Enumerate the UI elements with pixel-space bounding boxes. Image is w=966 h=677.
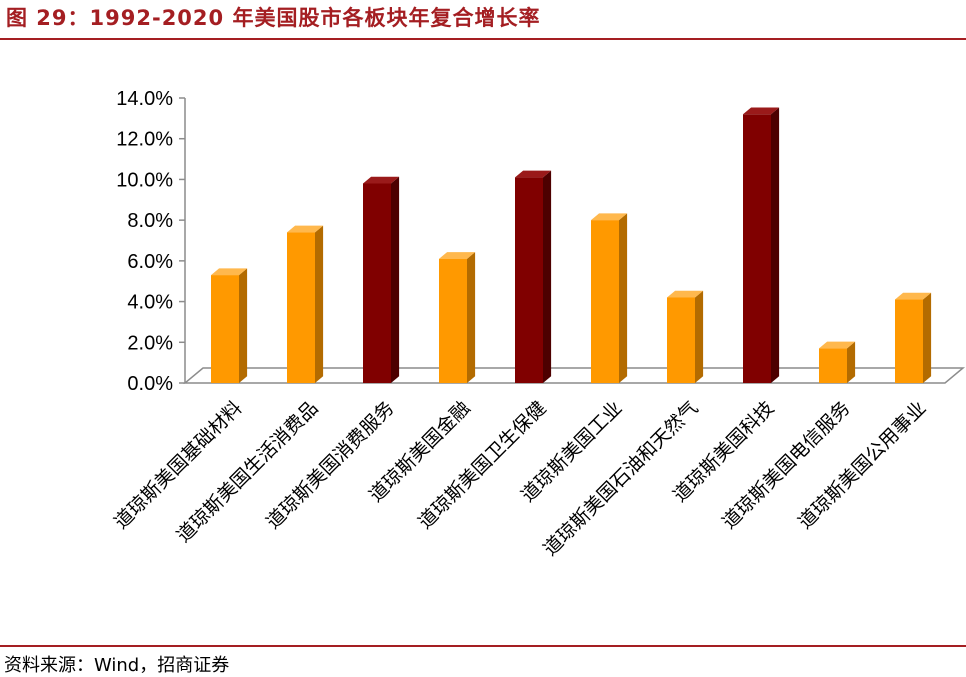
- bar: [667, 290, 704, 383]
- y-tick-label: 12.0%: [116, 129, 173, 151]
- bar-front: [363, 183, 391, 383]
- bar-front: [515, 177, 543, 383]
- bar-front: [667, 297, 695, 383]
- y-tick-label: 2.0%: [127, 332, 173, 354]
- y-tick-label: 4.0%: [127, 292, 173, 314]
- bar-front: [591, 220, 619, 383]
- bar-side: [923, 292, 932, 383]
- bar: [211, 268, 248, 383]
- bar-top: [819, 341, 856, 349]
- bar: [895, 292, 932, 383]
- bar-front: [895, 299, 923, 383]
- title-divider: [0, 38, 966, 40]
- y-tick-label: 14.0%: [116, 88, 173, 110]
- bar-top: [743, 107, 780, 115]
- bar-front: [287, 232, 315, 383]
- bar-front: [211, 275, 239, 383]
- y-tick-label: 10.0%: [116, 169, 173, 191]
- bar-side: [695, 290, 704, 383]
- x-category-label: 道琼斯美国生活消费品: [173, 397, 323, 547]
- x-category-label: 道琼斯美国基础材料: [110, 397, 246, 533]
- bar-front: [743, 114, 771, 384]
- bar-front: [819, 348, 847, 383]
- x-category-label: 道琼斯美国消费服务: [262, 397, 398, 533]
- bar-side: [847, 341, 856, 383]
- bar-side: [543, 170, 552, 383]
- bar: [743, 107, 780, 384]
- bar-top: [895, 292, 932, 300]
- source-note: 资料来源：Wind，招商证券: [4, 655, 230, 676]
- bar-top: [591, 213, 628, 221]
- bar-front: [439, 258, 467, 383]
- y-tick-label: 6.0%: [127, 251, 173, 273]
- x-category-label: 道琼斯美国电信服务: [718, 397, 854, 533]
- y-tick-label: 8.0%: [127, 210, 173, 232]
- bar-side: [771, 107, 780, 384]
- x-category-label: 道琼斯美国石油和天然气: [539, 397, 702, 560]
- bar: [591, 213, 628, 383]
- bar-top: [287, 225, 324, 233]
- y-tick-label: 0.0%: [127, 373, 173, 395]
- bar: [439, 252, 476, 383]
- bar-side: [315, 225, 324, 383]
- bar-side: [619, 213, 628, 383]
- bar-top: [439, 252, 476, 259]
- category-label-layer: 道琼斯美国基础材料道琼斯美国生活消费品道琼斯美国消费服务道琼斯美国金融道琼斯美国…: [110, 397, 930, 560]
- bar-top: [667, 290, 704, 298]
- bar-side: [239, 268, 248, 383]
- bar: [287, 225, 324, 383]
- bar: [363, 176, 400, 383]
- bar-top: [363, 176, 400, 184]
- bar-chart: 0.0% 2.0% 4.0% 6.0% 8.0% 10.0% 12.0% 14.0% 道琼斯美…: [110, 88, 966, 560]
- bar: [819, 341, 856, 383]
- bar-side: [391, 176, 400, 383]
- bar-side: [467, 252, 476, 383]
- bar-top: [515, 170, 552, 178]
- bar: [515, 170, 552, 383]
- bar-top: [211, 268, 248, 276]
- chart-title: 图 29：1992-2020 年美国股市各板块年复合增长率: [6, 6, 541, 30]
- x-category-label: 道琼斯美国公用事业: [794, 397, 930, 533]
- x-category-label: 道琼斯美国卫生保健: [414, 397, 550, 533]
- footer-divider: [0, 645, 966, 647]
- bar-layer: [211, 107, 932, 384]
